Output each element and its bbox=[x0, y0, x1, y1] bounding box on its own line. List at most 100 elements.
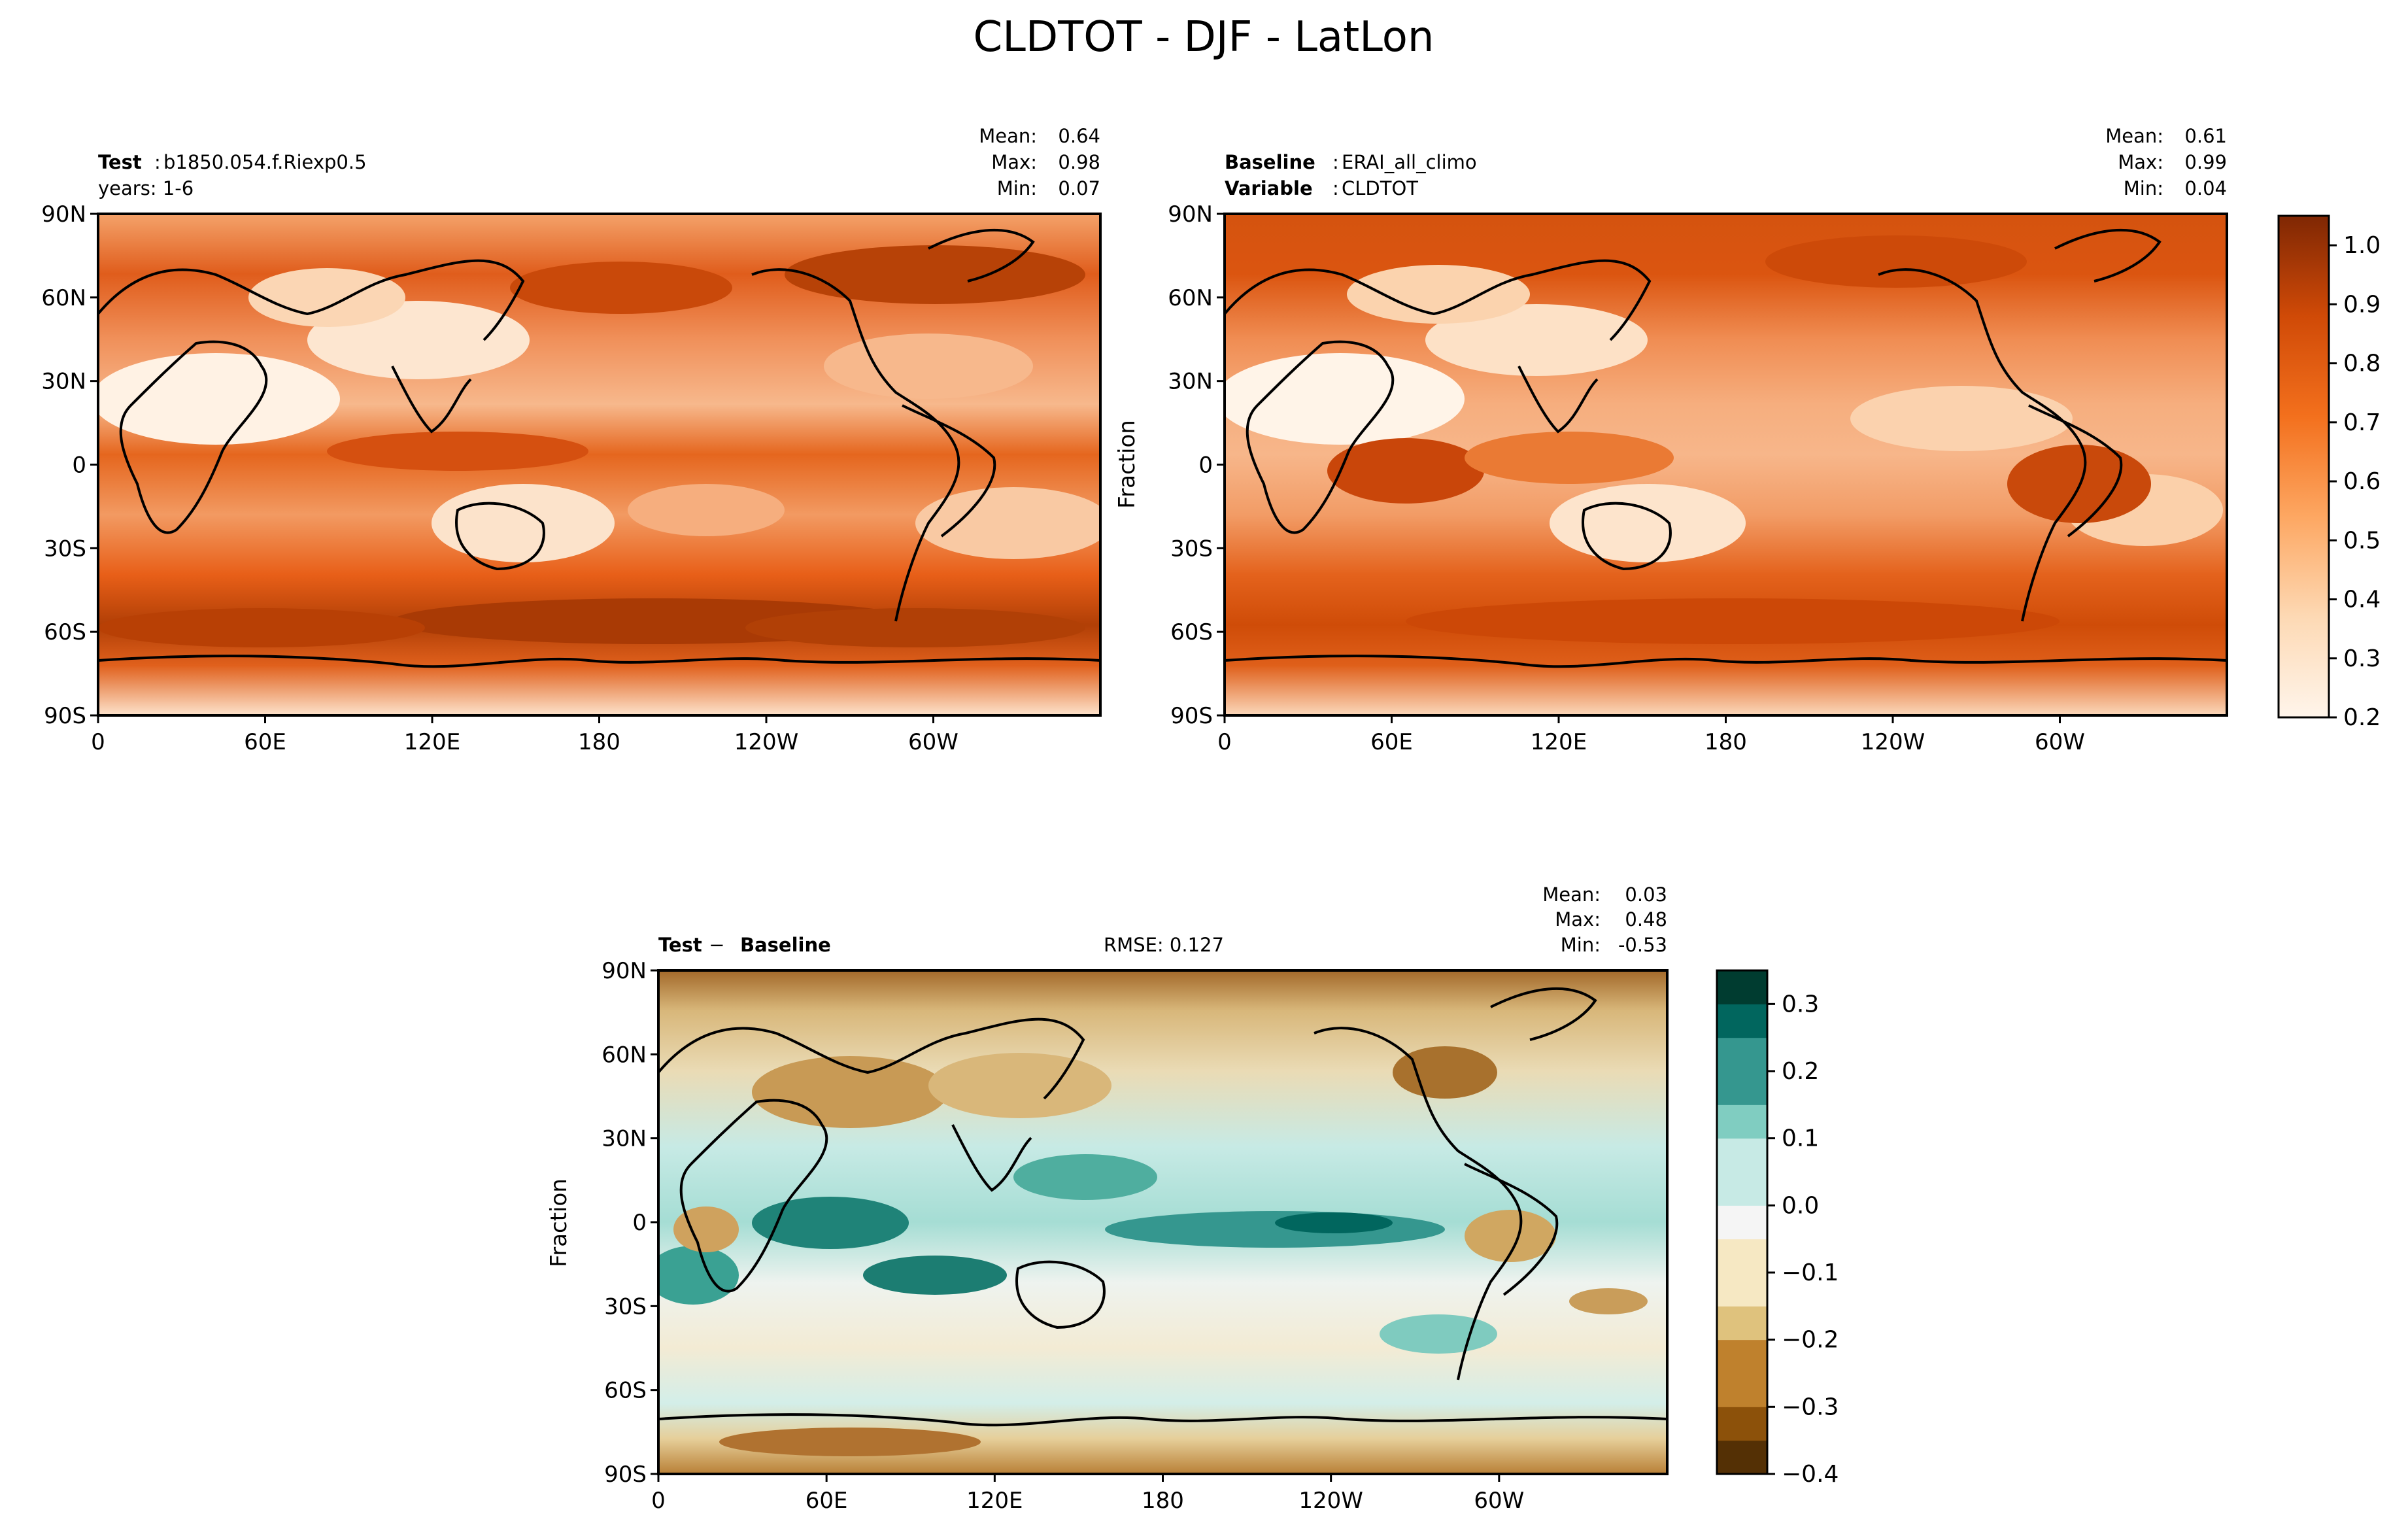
colorbar-tick-label: −0.1 bbox=[1782, 1259, 1839, 1286]
panel-diff-field bbox=[658, 970, 1667, 1474]
ytick-label: 60S bbox=[604, 1378, 647, 1404]
ytick-label: 30N bbox=[41, 369, 86, 395]
colorbar-tick-label: 0.4 bbox=[2343, 587, 2381, 613]
stat-max-label: Max: bbox=[1555, 908, 1601, 931]
panel-baseline-label2-bold: Variable bbox=[1225, 177, 1313, 199]
xtick-label: 60E bbox=[244, 729, 286, 755]
colorbar-tick-label: 0.2 bbox=[1782, 1058, 1819, 1085]
ytick-label: 90S bbox=[604, 1462, 647, 1488]
panel-test-field bbox=[98, 214, 1100, 715]
panel-baseline-field bbox=[1225, 214, 2227, 715]
colorbar-fraction-ticks: 1.0 0.9 0.8 0.7 0.6 0.5 0.4 0.3 0.2 bbox=[2329, 232, 2381, 731]
stat-mean-label: Mean: bbox=[2105, 125, 2163, 147]
stat-min-label: Min: bbox=[997, 177, 1037, 199]
xtick-label: 60W bbox=[1474, 1488, 1524, 1514]
panel-diff: Test − Baseline RMSE: 0.127 Mean: 0.03 M… bbox=[546, 883, 1669, 1514]
colorbar-band bbox=[1717, 1004, 1767, 1038]
colorbar-tick-label: 0.7 bbox=[2343, 409, 2381, 436]
stat-mean-value: 0.64 bbox=[1058, 125, 1100, 147]
stat-min-label: Min: bbox=[2124, 177, 2163, 199]
ytick-label: 0 bbox=[632, 1210, 647, 1236]
colorbar-tick-label: 0.2 bbox=[2343, 704, 2381, 731]
colorbar-tick-label: 0.6 bbox=[2343, 468, 2381, 495]
colorbar-tick-label: 1.0 bbox=[2343, 232, 2381, 259]
stat-max-value: 0.98 bbox=[1058, 151, 1100, 173]
ytick-label: 60N bbox=[602, 1042, 647, 1068]
panel-test-years: years: 1-6 bbox=[98, 177, 194, 199]
colorbar-band bbox=[1717, 1273, 1767, 1307]
ytick-label: 90N bbox=[41, 201, 86, 228]
panel-test-coastlines bbox=[98, 228, 1100, 668]
colorbar-band bbox=[1717, 1440, 1767, 1475]
stat-min-label: Min: bbox=[1561, 934, 1601, 956]
xtick-label: 60W bbox=[908, 729, 958, 755]
colorbar-band bbox=[1717, 1407, 1767, 1441]
figure-title: CLDTOT - DJF - LatLon bbox=[974, 13, 1434, 61]
panel-baseline-label-text: ERAI_all_climo bbox=[1342, 151, 1477, 173]
panel-baseline-ylabel: Fraction bbox=[1114, 420, 1140, 509]
colorbar-tick-label: −0.3 bbox=[1782, 1394, 1839, 1420]
colorbar-diff-frame bbox=[1716, 969, 1769, 1475]
panel-diff-label-sep: − bbox=[703, 934, 731, 956]
xtick-label: 0 bbox=[651, 1488, 666, 1514]
xtick-label: 0 bbox=[91, 729, 105, 755]
colorbar-band bbox=[1717, 1071, 1767, 1105]
colorbar-tick-label: 0.3 bbox=[2343, 645, 2381, 672]
colorbar-tick-label: 0.8 bbox=[2343, 351, 2381, 377]
ytick-label: 60S bbox=[1170, 619, 1213, 645]
colorbar-diff: 0.3 0.2 0.1 0.0 −0.1 −0.2 −0.3 −0.4 bbox=[1716, 969, 1839, 1488]
xtick-label: 60E bbox=[805, 1488, 848, 1514]
ytick-label: 30N bbox=[602, 1126, 647, 1152]
panel-diff-rmse: RMSE: 0.127 bbox=[1104, 934, 1224, 956]
ytick-label: 90N bbox=[1168, 201, 1213, 228]
panel-baseline: Baseline : ERAI_all_climo Variable : CLD… bbox=[1114, 125, 2228, 755]
ytick-label: 90N bbox=[602, 958, 647, 984]
ytick-label: 30N bbox=[1168, 369, 1213, 395]
stat-min-value: 0.07 bbox=[1058, 177, 1100, 199]
panel-baseline-stats: Mean: 0.61 Max: 0.99 Min: 0.04 bbox=[2105, 125, 2227, 199]
colorbar-tick-label: 0.1 bbox=[1782, 1125, 1819, 1152]
panel-baseline-coastlines bbox=[1225, 228, 2227, 668]
stat-max-label: Max: bbox=[2118, 151, 2163, 173]
panel-baseline-label-bold: Baseline bbox=[1225, 151, 1315, 173]
ytick-label: 60N bbox=[1168, 285, 1213, 311]
panel-diff-ylabel: Fraction bbox=[546, 1178, 572, 1267]
panel-test-label-bold: Test bbox=[98, 151, 142, 173]
colorbar-band bbox=[1717, 1373, 1767, 1407]
colorbar-band bbox=[1717, 1037, 1767, 1072]
stat-mean-value: 0.03 bbox=[1625, 883, 1667, 906]
colorbar-tick-label: −0.4 bbox=[1782, 1461, 1839, 1488]
panel-test-label-text: b1850.054.f.Riexp0.5 bbox=[163, 151, 367, 173]
ytick-label: 0 bbox=[72, 453, 86, 479]
stat-min-value: -0.53 bbox=[1618, 934, 1667, 956]
ytick-label: 90S bbox=[1170, 703, 1213, 729]
ytick-label: 30S bbox=[604, 1293, 647, 1320]
colorbar-band bbox=[1717, 1306, 1767, 1341]
xtick-label: 180 bbox=[578, 729, 620, 755]
panel-diff-label-bold: Test bbox=[658, 934, 702, 956]
ytick-label: 60N bbox=[41, 285, 86, 311]
stat-mean-label: Mean: bbox=[979, 125, 1037, 147]
xtick-label: 180 bbox=[1142, 1488, 1184, 1514]
colorbar-diff-fill bbox=[1717, 970, 1767, 1475]
ytick-label: 60S bbox=[44, 619, 86, 645]
xtick-label: 120E bbox=[966, 1488, 1023, 1514]
colorbar-tick-label: 0.5 bbox=[2343, 527, 2381, 554]
xtick-label: 120E bbox=[404, 729, 460, 755]
colorbar-tick-label: 0.3 bbox=[1782, 991, 1819, 1018]
ytick-label: 30S bbox=[1170, 536, 1213, 562]
colorbar-tick-label: 0.9 bbox=[2343, 291, 2381, 318]
xtick-label: 180 bbox=[1704, 729, 1747, 755]
xtick-label: 120W bbox=[1861, 729, 1925, 755]
panel-diff-stats: Mean: 0.03 Max: 0.48 Min: -0.53 bbox=[1542, 883, 1667, 956]
colorbar-tick-label: −0.2 bbox=[1782, 1327, 1839, 1354]
ytick-label: 30S bbox=[44, 536, 86, 562]
stat-min-value: 0.04 bbox=[2184, 177, 2227, 199]
colorbar-band bbox=[1717, 1205, 1767, 1240]
stat-mean-label: Mean: bbox=[1542, 883, 1601, 906]
colorbar-band bbox=[1717, 1339, 1767, 1374]
